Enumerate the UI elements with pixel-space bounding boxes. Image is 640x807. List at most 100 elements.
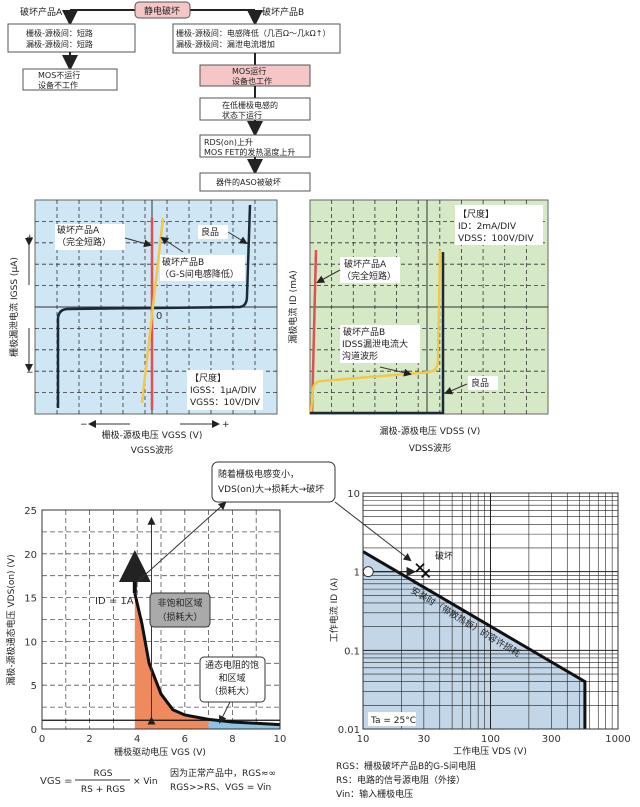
annotation-b-sub: （G-S间电感降低） [160,268,239,280]
y-tick-label: 20 [24,550,37,561]
annotation-a: 破坏产品A [344,258,387,270]
origin-label: 0 [156,311,162,322]
b1-line1: 栅极-源极间：电感降低（几百Ω～几kΩ↑） [176,28,330,38]
branch-a-label: 破坏产品A [20,6,63,18]
root-label: 静电破坏 [144,5,180,17]
b3-line2: 状态下运行 [222,110,262,120]
y-axis-label: 栅极漏泄电流 IGSS (μA) [8,257,20,357]
formula-note-2: RGS>>RS、VGS = Vin [170,783,271,793]
b5-label: 器件的ASO被破坏 [216,177,281,187]
x-axis-label: 栅极-源极电压 VGSS (V) [102,429,203,441]
x-axis-label: 栅极驱动电压 VGS (V) [114,746,206,758]
soa-chart: 10 30 100 300 1000 0.01 0.1 1 10 工作电流 ID (A) 工作电… [328,489,631,757]
y-axis-label: 漏极-源极通态电压 VDS(on) (V) [5,554,17,685]
formula-note-1: 因为正常产品中，RGS≈∞ [170,767,276,779]
annotation-good: 良品 [201,226,219,238]
x-axis-label: 工作电压 VDS (V) [453,745,527,757]
x-tick-label: 10 [357,734,370,745]
chart-title: VDSS波形 [409,442,452,454]
formula: VGS = RGS RS + RGS × Vin 因为正常产品中，RGS≈∞ R… [40,767,276,795]
temp-label: Ta = 25°C [370,716,416,726]
formula-lhs: VGS = [40,776,73,787]
branch-b-label: 破坏产品B [262,6,304,18]
a2-line1: MOS不运行 [38,70,80,80]
product-b-line [140,217,165,404]
x-tick-label: 100 [481,734,500,745]
legend: RGS：栅极破坏产品B的G-S间电阻 RS：电路的信号源电阻（外接） Vin：输… [336,760,476,800]
annotation-a-sub: （完全短路） [57,236,111,248]
a1-line2: 漏极-源极间：短路 [26,39,93,49]
b1-line2: 漏极-源极间：漏泄电流增加 [176,39,275,49]
y-axis-label: 漏极电流 ID (mA) [287,270,299,343]
formula-numerator: RGS [94,769,113,779]
vgss-chart: 0 破坏产品A （完全短路） 破坏产品B （G-S间电感降低） 良品 【尺度】 … [8,199,278,456]
vdss-chart: 【尺度】 ID：2mA/DIV VDSS：100V/DIV 破坏产品A （完全短… [287,199,549,454]
annotation-b-sub2: 沟道波形 [342,350,378,362]
x-tick-label: 10 [274,734,287,745]
y-plus: + [26,233,34,243]
scale-x: VGSS：10V/DIV [190,398,261,408]
y-tick-label: 10 [24,637,37,648]
x-tick-label: 30 [417,734,430,745]
flowchart: 静电破坏 破坏产品A 破坏产品B 栅极-源极间：短路 漏极-源极间：短路 MOS… [7,1,341,192]
saturated-label-2: 和区域 [218,672,245,684]
unsaturated-sub: （损耗大） [157,611,202,623]
break-label: 破坏 [435,550,453,562]
b2-line2: 设备也工作 [232,76,272,86]
x-axis-label: 漏极-源极电压 VDSS (V) [380,425,481,437]
annotation-b: 破坏产品B [343,326,385,338]
unsaturated-label: 非饱和区域 [157,597,202,609]
y-axis-label: 工作电流 ID (A) [328,578,340,643]
x-tick-label: 300 [542,734,561,745]
root-box [134,1,191,19]
x-tick-label: 2 [86,734,92,745]
y-tick-label: 25 [24,506,37,517]
formula-tail: × Vin [133,777,158,787]
formula-denominator: RS + RGS [81,785,125,795]
b4-line1: RDS(on)上升 [204,138,253,147]
x-plus: + [222,420,230,430]
x-minus: − [80,420,88,430]
b2-line1: MOS运行 [232,66,266,76]
scale-y: IGSS：1μA/DIV [190,386,257,396]
a1-line1: 栅极-源极间：短路 [26,28,93,38]
annotation-a: 破坏产品A [57,224,100,236]
operating-point [362,566,374,578]
soa-boundary [362,550,587,729]
annotation-a-sub: （完全短路） [342,270,396,282]
y-minus: − [26,368,34,378]
scale-title: 【尺度】 [458,208,494,220]
annotation-b-sub1: IDSS漏泄电流大 [342,338,408,350]
saturated-label: 通态电阻的饱 [205,659,259,671]
x-tick-label: 0 [39,734,45,745]
y-tick-label: 15 [24,594,37,605]
a2-line2: 设备不工作 [38,80,78,90]
current-label: ID = 1A [95,596,134,607]
x-tick-label: 6 [182,734,188,745]
product-b-curve [309,249,442,413]
b3-line1: 在低栅极电感的 [222,100,278,110]
good-product-curve [310,252,445,415]
callout-line1: 随着栅极电感变小， [218,468,299,480]
scale-x: VDSS：100V/DIV [458,234,534,244]
y-tick-label: 5 [31,681,37,692]
y-tick-label: 1 [354,568,360,579]
x-tick-label: 4 [134,734,140,745]
callout-box [211,461,336,503]
saturated-sub: （损耗大） [209,685,254,697]
y-tick-label: 0.1 [344,646,360,657]
vds-curve [133,592,281,727]
y-tick-label: 10 [347,489,360,500]
y-tick-label: 0.01 [338,725,360,736]
soa-fill [363,551,585,729]
legend-rgs: RGS：栅极破坏产品B的G-S间电阻 [336,760,476,772]
chart-title: VGSS波形 [131,444,174,456]
break-point-x [421,568,431,579]
b4-line2: MOS FET的发热温度上升 [204,147,295,157]
annotation-good: 良品 [471,377,489,389]
legend-vin: Vin：输入栅极电压 [336,788,413,800]
scale-y: ID：2mA/DIV [458,222,517,232]
